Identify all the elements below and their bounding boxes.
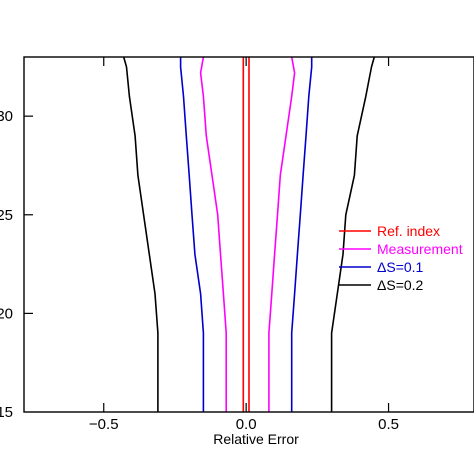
- series-line-2-left: [199, 56, 227, 412]
- y-tick-label: 25: [0, 207, 13, 224]
- y-tick-label: 20: [0, 305, 13, 322]
- legend-label: ΔS=0.2: [377, 277, 424, 293]
- series-line-4-right: [330, 56, 376, 412]
- x-tick-label: −0.5: [89, 416, 119, 433]
- legend-label: Ref. index: [377, 223, 440, 239]
- x-tick-label: 0.0: [236, 416, 257, 433]
- series-layer: [122, 56, 376, 412]
- x-tick-label: 0.5: [378, 416, 399, 433]
- legend-label: Measurement: [377, 241, 463, 257]
- series-line-2-right: [268, 56, 296, 412]
- series-line-3-right: [290, 57, 313, 412]
- legend-label: ΔS=0.1: [377, 259, 424, 275]
- y-tick-label: 30: [0, 108, 13, 125]
- y-tick-label: 15: [0, 404, 13, 421]
- x-axis-title: Relative Error: [213, 431, 299, 447]
- plot-frame: [23, 56, 474, 413]
- tick-layer: −0.5 0.0 0.5 15 20 25 30: [0, 57, 399, 433]
- legend: Ref. index Measurement ΔS=0.1 ΔS=0.2: [339, 223, 463, 293]
- series-line-4-left: [122, 56, 159, 412]
- series-line-3-left: [179, 57, 205, 412]
